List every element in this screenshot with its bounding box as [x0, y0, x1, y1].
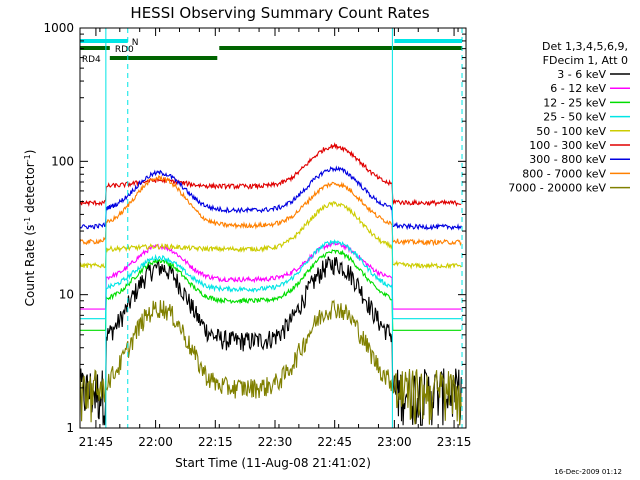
x-axis-label: Start Time (11-Aug-08 21:41:02): [175, 456, 371, 470]
flag-label: N: [132, 38, 139, 48]
legend-label: 6 - 12 keV: [550, 82, 606, 95]
series-line: [80, 249, 462, 331]
event-lines: [105, 28, 463, 428]
x-tick-label: 21:45: [79, 435, 114, 449]
series-line: [80, 165, 462, 231]
series-line: [80, 174, 462, 247]
series-line: [80, 200, 462, 270]
flag-label: RD4: [82, 55, 101, 65]
y-tick-label: 1000: [43, 21, 74, 35]
legend-label: 12 - 25 keV: [543, 96, 606, 109]
timestamp: 16-Dec-2009 01:12: [554, 468, 622, 476]
legend-label: 50 - 100 keV: [536, 125, 606, 138]
axes: 21:45 22:00 22:15 22:30 22:45 23:00 23:15 1 10 10…: [43, 21, 471, 449]
flag-label: RD0: [115, 45, 134, 55]
y-tick-label: 100: [51, 154, 74, 168]
series-layer: [80, 142, 462, 426]
series-line: [80, 256, 462, 426]
series-line: [80, 299, 462, 426]
legend-header: FDecim 1, Att 0: [543, 54, 628, 67]
legend-label: 800 - 7000 keV: [522, 167, 606, 180]
series-line: [80, 241, 462, 310]
x-tick-label: 22:00: [138, 435, 173, 449]
x-tick-label: 22:30: [258, 435, 293, 449]
series-line: [80, 239, 462, 320]
y-tick-label: 1: [66, 421, 74, 435]
y-axis-label-exponent: -1: [23, 154, 32, 162]
y-tick-label: 10: [59, 288, 74, 302]
x-tick-label: 22:45: [317, 435, 352, 449]
legend: Det 1,3,4,5,6,9,FDecim 1, Att 03 - 6 keV…: [508, 40, 630, 195]
legend-label: 100 - 300 keV: [529, 139, 606, 152]
x-tick-label: 23:00: [377, 435, 412, 449]
legend-label: 7000 - 20000 keV: [508, 182, 606, 195]
x-tick-label: 22:15: [198, 435, 233, 449]
y-axis-label-part: ): [23, 150, 37, 155]
y-axis-label-part: Count Rate (s: [23, 225, 37, 307]
legend-header: Det 1,3,4,5,6,9,: [542, 40, 628, 53]
y-axis-label-part: detector: [23, 162, 37, 217]
legend-label: 25 - 50 keV: [543, 111, 606, 124]
series-line: [80, 142, 462, 207]
y-axis-label: Count Rate (s-1 detector-1): [23, 150, 38, 307]
plot-frame: [79, 27, 467, 429]
legend-label: 3 - 6 keV: [557, 68, 606, 81]
x-tick-label: 23:15: [437, 435, 472, 449]
y-axis-label-exponent: -1: [23, 217, 32, 225]
legend-label: 300 - 800 keV: [529, 153, 606, 166]
chart-title: HESSI Observing Summary Count Rates: [130, 4, 429, 22]
